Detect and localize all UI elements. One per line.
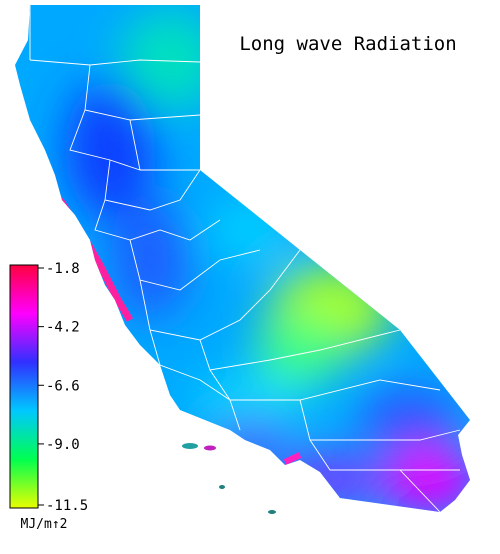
channel-islands (182, 443, 276, 514)
colorbar-tick-label: -1.8 (46, 261, 80, 277)
colorbar-unit: MJ/m↑2 (21, 517, 68, 532)
colorbar-ticks: -1.8 -4.2 -6.6 -9.0 -11.5 (38, 261, 88, 514)
colorbar-tick-label: -11.5 (46, 498, 88, 514)
colorbar (9, 264, 39, 509)
county-borders (29, 5, 461, 512)
colorbar-tick-label: -4.2 (46, 320, 80, 336)
colorbar-tick-label: -9.0 (46, 437, 80, 453)
map-title: Long wave Radiation (239, 33, 456, 55)
colorbar-tick-label: -6.6 (46, 378, 80, 394)
